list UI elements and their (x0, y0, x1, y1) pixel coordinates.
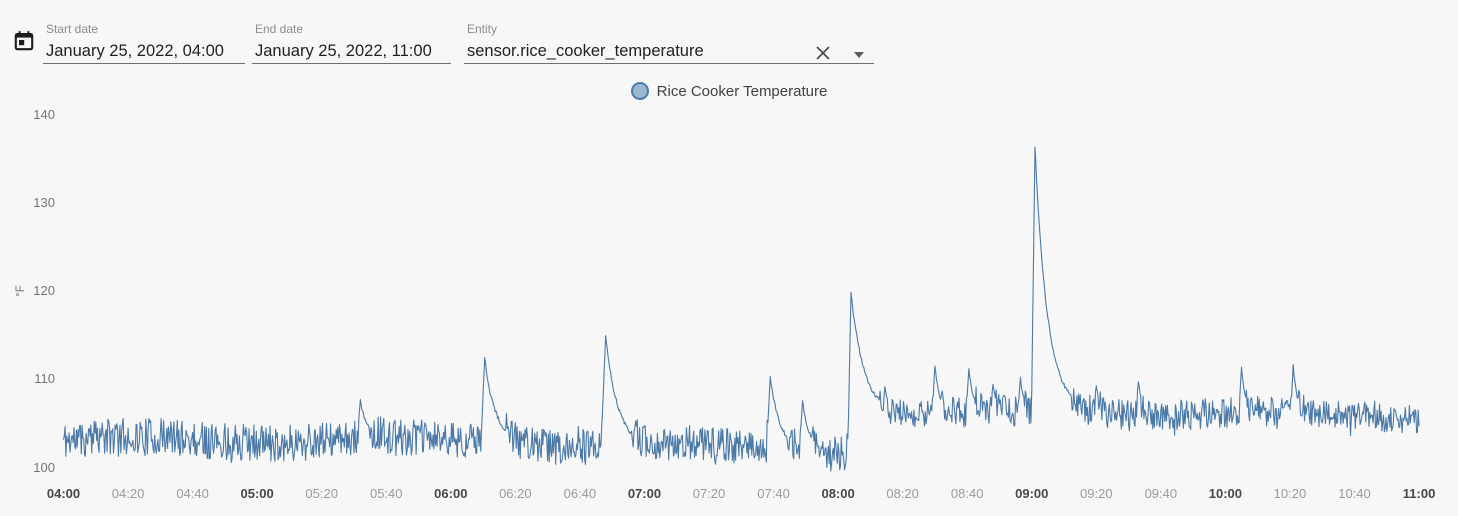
entity-input[interactable] (464, 40, 874, 64)
y-tick-label: 130 (33, 195, 55, 211)
x-tick-label: 04:00 (46, 486, 81, 501)
y-tick-label: 140 (33, 107, 55, 122)
x-tick-label: 05:20 (305, 486, 338, 501)
x-tick-label: 09:20 (1080, 486, 1113, 501)
date-range-calendar-button[interactable] (10, 28, 38, 56)
x-tick-label: 04:40 (176, 486, 209, 501)
entity-label: Entity (467, 22, 498, 36)
y-tick-label: 100 (33, 459, 55, 475)
x-tick-label: 08:40 (950, 486, 984, 501)
x-tick-label: 11:00 (1402, 486, 1436, 501)
x-tick-label: 10:20 (1273, 486, 1307, 501)
x-tick-label: 07:00 (627, 486, 662, 501)
x-tick-label: 05:00 (240, 486, 274, 501)
legend-item-rice-cooker-temperature[interactable]: Rice Cooker Temperature (630, 82, 828, 100)
x-tick-label: 07:40 (757, 486, 790, 501)
y-tick-label: 110 (34, 371, 55, 387)
chevron-down-icon (854, 52, 864, 58)
x-tick-label: 06:40 (563, 486, 597, 501)
y-axis-unit: °F (15, 285, 27, 298)
x-tick-label: 08:20 (886, 486, 919, 501)
start-date-field: Start date (43, 22, 245, 64)
y-tick-label: 120 (33, 283, 55, 299)
chart-legend: Rice Cooker Temperature (0, 82, 1458, 100)
end-date-input[interactable] (252, 40, 451, 64)
x-tick-label: 08:00 (821, 486, 855, 501)
x-tick-label: 05:40 (369, 486, 403, 501)
end-date-field: End date (252, 22, 451, 64)
calendar-icon (14, 30, 34, 50)
legend-series-label: Rice Cooker Temperature (656, 82, 828, 100)
x-tick-label: 07:20 (692, 486, 726, 501)
start-date-input[interactable] (43, 40, 245, 64)
legend-series-dot (630, 82, 649, 100)
x-tick-label: 09:40 (1144, 486, 1178, 501)
end-date-label: End date (255, 22, 304, 36)
start-date-label: Start date (46, 22, 99, 36)
x-tick-label: 06:20 (499, 486, 532, 501)
entity-clear-button[interactable] (812, 43, 834, 65)
x-tick-label: 10:00 (1208, 486, 1243, 501)
entity-field: Entity (464, 22, 874, 64)
close-icon (816, 46, 830, 60)
entity-dropdown-button[interactable] (852, 49, 866, 61)
x-tick-label: 09:00 (1015, 486, 1049, 501)
x-tick-label: 04:20 (111, 486, 145, 501)
x-tick-label: 06:00 (434, 486, 468, 501)
x-tick-label: 10:40 (1338, 486, 1371, 501)
temperature-series-line (62, 146, 1420, 472)
